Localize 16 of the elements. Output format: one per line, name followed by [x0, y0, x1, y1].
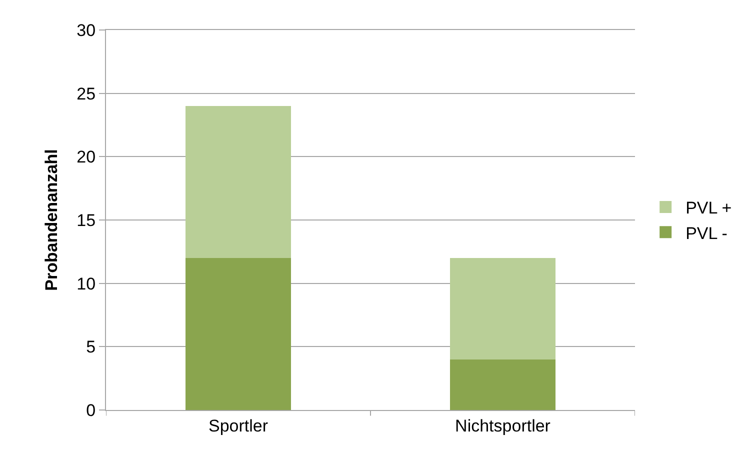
bar — [450, 359, 556, 410]
y-tick-label: 15 — [76, 210, 96, 230]
y-tick-label: 25 — [76, 84, 96, 104]
y-tick-label: 10 — [76, 274, 96, 294]
bar — [185, 106, 292, 258]
y-axis-title: Probandenanzahl — [42, 149, 62, 291]
x-tick-label: Nichtsportler — [455, 416, 551, 436]
x-tick-label: Sportler — [208, 416, 268, 436]
y-tick-label: 30 — [76, 20, 96, 40]
bar — [450, 258, 556, 360]
legend-label: PVL - — [686, 224, 728, 243]
legend-label: PVL + — [686, 198, 732, 218]
bar — [185, 258, 292, 410]
y-tick-label: 20 — [76, 148, 96, 167]
y-tick-label: 0 — [86, 400, 96, 420]
y-tick-label: 5 — [86, 338, 96, 357]
